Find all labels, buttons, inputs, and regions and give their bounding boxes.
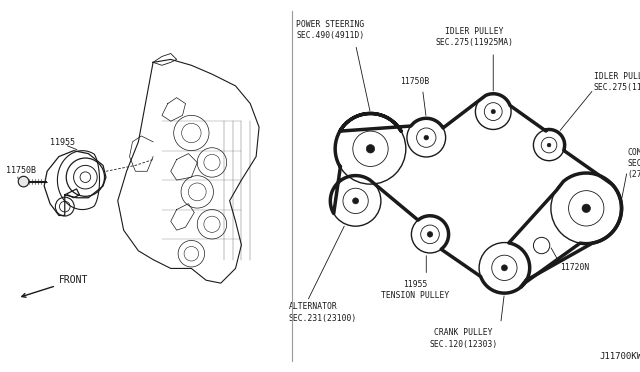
Circle shape: [19, 176, 29, 187]
Circle shape: [428, 231, 433, 237]
Text: 11955: 11955: [50, 138, 75, 147]
Text: FRONT: FRONT: [22, 275, 88, 297]
Circle shape: [582, 204, 591, 212]
Text: IDLER PULLEY
SEC.275(11985M): IDLER PULLEY SEC.275(11985M): [594, 72, 640, 92]
Text: 11955
TENSION PULLEY: 11955 TENSION PULLEY: [381, 280, 449, 300]
Circle shape: [366, 145, 375, 153]
Text: CRANK PULLEY
SEC.120(12303): CRANK PULLEY SEC.120(12303): [429, 328, 498, 349]
Circle shape: [424, 135, 429, 140]
Text: ALTERNATOR
SEC.231(23100): ALTERNATOR SEC.231(23100): [289, 302, 357, 323]
Circle shape: [501, 265, 508, 271]
Text: 11750B: 11750B: [401, 77, 429, 86]
Text: J11700KW: J11700KW: [599, 352, 640, 361]
Circle shape: [547, 143, 551, 147]
Circle shape: [491, 109, 495, 114]
Circle shape: [353, 198, 358, 204]
Text: COMPRESSOR
SEC.274
(27630): COMPRESSOR SEC.274 (27630): [627, 148, 640, 179]
Text: POWER STEERING
SEC.490(4911D): POWER STEERING SEC.490(4911D): [296, 20, 364, 40]
Text: 11720N: 11720N: [560, 263, 589, 272]
Text: IDLER PULLEY
SEC.275(11925MA): IDLER PULLEY SEC.275(11925MA): [436, 27, 514, 47]
Text: 11750B: 11750B: [6, 166, 36, 175]
